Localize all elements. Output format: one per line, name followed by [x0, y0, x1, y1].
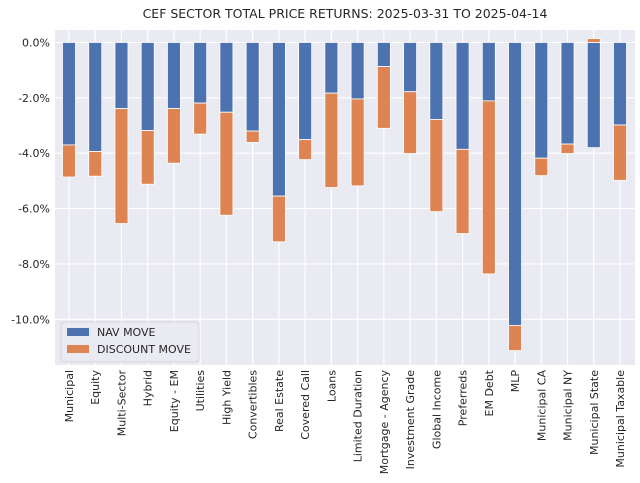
x-tick-label: Mortgage - Agency — [378, 370, 391, 475]
bar-discount-move — [140, 130, 155, 185]
legend-box — [60, 321, 200, 363]
y-tick-label: -8.0% — [18, 258, 50, 271]
x-tick-label: Preferreds — [457, 370, 470, 426]
x-tick-label: Municipal State — [588, 370, 601, 455]
bar-nav-move — [508, 42, 522, 326]
bar-nav-move — [114, 42, 129, 110]
bar-discount-move — [298, 139, 313, 160]
bar-nav-move — [219, 42, 234, 113]
bar-nav-move — [167, 42, 181, 110]
y-tick-label: -4.0% — [18, 147, 50, 160]
y-tick-label: -10.0% — [11, 313, 50, 326]
x-tick-label: Municipal Taxable — [614, 370, 627, 468]
bar-nav-move — [298, 42, 313, 141]
bar-nav-move — [62, 42, 76, 146]
legend-swatch — [67, 328, 89, 336]
bar-discount-move — [193, 102, 208, 135]
x-tick-label: Convertibles — [247, 370, 260, 439]
x-tick-label: Municipal NY — [562, 370, 575, 441]
bar-nav-move — [193, 42, 208, 104]
legend-label: NAV MOVE — [97, 326, 156, 339]
x-tick-label: Loans — [325, 370, 338, 402]
bar-nav-move — [272, 42, 286, 197]
x-tick-label: MLP — [509, 370, 522, 393]
bar-discount-move — [403, 91, 417, 154]
bar-nav-move — [613, 42, 627, 126]
bar-nav-move — [560, 42, 575, 145]
bar-discount-move — [219, 111, 234, 216]
bar-discount-move — [62, 144, 76, 178]
bar-nav-move — [429, 42, 444, 120]
bar-discount-move — [560, 143, 575, 154]
legend-swatch — [67, 345, 89, 353]
x-tick-label: Real Estate — [273, 370, 286, 432]
x-tick-label: Limited Duration — [352, 370, 365, 462]
bar-nav-move — [88, 42, 103, 152]
x-tick-label: Equity - EM — [168, 370, 181, 432]
bar-discount-move — [534, 157, 549, 177]
bar-discount-move — [272, 195, 286, 243]
y-tick-label: 0.0% — [22, 36, 50, 49]
y-tick-label: -6.0% — [18, 203, 50, 216]
bar-discount-move — [324, 92, 339, 188]
legend: NAV MOVE DISCOUNT MOVE — [60, 321, 200, 363]
x-tick-label: Utilities — [194, 370, 207, 412]
bar-discount-move — [508, 325, 522, 352]
bar-nav-move — [403, 42, 417, 93]
bar-discount-move — [245, 130, 260, 143]
x-tick-label: Municipal CA — [535, 370, 548, 442]
bar-nav-move — [455, 42, 470, 150]
bar-nav-move — [534, 42, 549, 159]
bar-nav-move — [586, 42, 601, 149]
x-tick-label: EM Debt — [483, 369, 496, 416]
bar-discount-move — [167, 108, 181, 164]
bar-nav-move — [324, 42, 339, 94]
bar-nav-move — [140, 42, 155, 131]
y-tick-label: -2.0% — [18, 92, 50, 105]
bar-nav-move — [481, 42, 496, 102]
bar-discount-move — [350, 98, 365, 187]
x-tick-label: Hybrid — [142, 370, 155, 406]
bar-discount-move — [376, 66, 391, 129]
bar-nav-move — [376, 42, 391, 67]
chart-title: CEF SECTOR TOTAL PRICE RETURNS: 2025-03-… — [143, 6, 548, 21]
x-tick-label: Multi-Sector — [115, 370, 128, 437]
x-tick-label: High Yield — [220, 370, 233, 425]
bar-discount-move — [114, 108, 129, 224]
legend-label: DISCOUNT MOVE — [97, 343, 191, 356]
x-tick-label: Investment Grade — [404, 370, 417, 470]
bar-discount-move — [455, 148, 470, 234]
x-tick-label: Covered Call — [299, 370, 312, 440]
bar-discount-move — [481, 100, 496, 275]
bar-nav-move — [245, 42, 260, 132]
bar-discount-move — [613, 124, 627, 181]
x-tick-label: Equity — [89, 370, 102, 405]
bar-discount-move — [586, 38, 601, 43]
bar-discount-move — [429, 119, 444, 213]
bar-discount-move — [88, 151, 103, 177]
x-tick-label: Global Income — [430, 370, 443, 449]
bar-nav-move — [350, 42, 365, 100]
x-tick-label: Municipal — [63, 370, 76, 422]
